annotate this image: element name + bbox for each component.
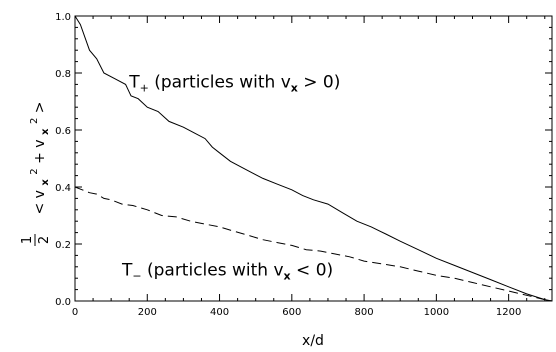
y-title-close-bracket: >: [32, 101, 48, 113]
y-tick-label: 0.8: [55, 69, 71, 80]
svg-text:< v x 2: < v x 2 + v x 2 >: [25, 101, 52, 214]
annotation-1: T+ (particles with vx > 0): [128, 72, 340, 94]
y-title-sub-a: x: [40, 179, 51, 186]
ticks: [74, 15, 552, 302]
annotation-2: T− (particles with vx < 0): [121, 260, 333, 282]
y-fraction-denominator: 2: [37, 236, 52, 244]
y-tick-label: 0.4: [55, 183, 71, 194]
y-title-sub-b: x: [40, 128, 51, 135]
series-line-2: [74, 186, 553, 302]
y-axis-fraction: 1 2: [20, 234, 52, 246]
y-title-sup-b: 2: [29, 118, 40, 124]
y-title-plus: +: [32, 152, 48, 164]
y-tick-label: 0.2: [55, 240, 71, 251]
y-title-sup-a: 2: [29, 168, 40, 174]
x-tick-label: 600: [282, 307, 301, 318]
y-axis-title: < v x 2 + v x 2 >: [25, 101, 52, 214]
tick-labels: 0 200 400 600 800 1000 1200 0.0 0.2 0.4 0.6 0.8 1.0: [55, 12, 521, 318]
x-axis-title: x/d: [302, 333, 324, 349]
series-group: [74, 15, 553, 302]
y-title-var-a: v: [32, 190, 48, 198]
annotations: T+ (particles with vx > 0) T− (particles …: [121, 72, 340, 282]
plot-frame: [74, 15, 553, 302]
series-line-1: [74, 15, 553, 302]
y-tick-label: 0.6: [55, 126, 71, 137]
x-tick-label: 1000: [424, 307, 449, 318]
x-tick-label: 0: [72, 307, 78, 318]
x-tick-label: 400: [210, 307, 229, 318]
y-title-var-b: v: [32, 139, 48, 147]
y-tick-label: 0.0: [55, 297, 71, 308]
y-title-open-bracket: <: [32, 203, 48, 215]
y-tick-label: 1.0: [55, 12, 71, 23]
x-tick-label: 1200: [496, 307, 521, 318]
x-tick-label: 200: [138, 307, 157, 318]
y-fraction-numerator: 1: [20, 236, 35, 244]
x-tick-label: 800: [355, 307, 374, 318]
